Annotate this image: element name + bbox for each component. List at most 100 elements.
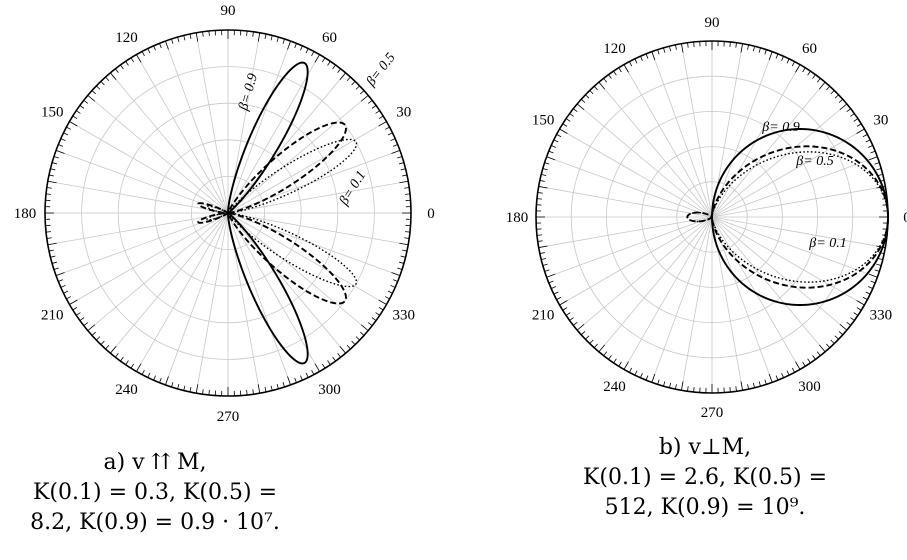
angle-tick-mark — [576, 103, 585, 110]
angle-tick-mark — [147, 48, 151, 54]
series-beta-05-curve — [197, 121, 347, 305]
angle-tick-mark — [371, 105, 377, 109]
angle-tick-mark — [141, 51, 145, 57]
angle-tick-mark — [384, 126, 390, 130]
angle-tick-mark — [735, 42, 737, 48]
angle-tick-label: 240 — [603, 379, 626, 395]
grid-spoke — [623, 64, 713, 218]
angle-tick-mark — [623, 361, 629, 370]
angle-tick-mark — [834, 335, 839, 340]
angle-tick-mark — [562, 307, 568, 311]
angle-tick-mark — [72, 306, 78, 311]
angle-tick-mark — [613, 70, 617, 76]
grid-spoke — [227, 212, 320, 372]
angle-tick-mark — [136, 54, 142, 63]
series-label: β= 0.5 — [363, 50, 398, 90]
grid-spoke — [69, 212, 229, 305]
angle-tick-mark — [834, 94, 839, 99]
grid-spoke — [136, 54, 229, 214]
angle-tick-mark — [115, 353, 119, 358]
grid-spoke — [227, 121, 387, 214]
angle-tick-mark — [752, 46, 755, 52]
angle-tick-mark — [110, 346, 117, 354]
angle-tick-mark — [314, 363, 320, 372]
angle-tick-label: 330 — [870, 308, 893, 324]
angle-tick-mark — [562, 123, 568, 127]
angle-tick-mark — [830, 339, 835, 344]
angle-tick-mark — [337, 68, 341, 73]
angle-tick-mark — [189, 387, 192, 393]
series-beta-05-curve — [686, 145, 889, 289]
grid-spoke — [711, 216, 865, 306]
angle-tick-label: 150 — [41, 105, 64, 121]
angle-tick-mark — [83, 100, 88, 104]
angle-tick-mark — [747, 384, 749, 390]
angle-tick-mark — [183, 385, 186, 391]
angle-tick-mark — [327, 61, 331, 66]
angle-tick-mark — [76, 312, 81, 316]
angle-tick-mark — [556, 296, 562, 300]
angle-tick-mark — [399, 180, 409, 184]
angle-tick-mark — [640, 373, 643, 378]
angle-tick-mark — [246, 389, 248, 396]
angle-tick-mark — [110, 72, 117, 80]
grid-spoke — [47, 212, 229, 246]
grid-spoke — [195, 212, 229, 394]
angle-tick-mark — [862, 134, 868, 138]
angle-tick-mark — [375, 312, 380, 316]
angle-tick-mark — [305, 372, 309, 378]
grid-spoke — [227, 72, 346, 214]
angle-tick-mark — [657, 49, 660, 55]
angle-tick-mark — [136, 363, 142, 372]
angle-tick-label: 60 — [802, 41, 817, 57]
grid-spoke — [711, 216, 878, 278]
angle-tick-mark — [404, 231, 411, 233]
angle-tick-mark — [856, 123, 862, 127]
angle-tick-mark — [735, 386, 737, 392]
angle-tick-mark — [786, 370, 790, 376]
caption-a-line-3: 8.2, K(0.9) = 0.9 · 10⁷. — [30, 510, 280, 535]
grid-spoke — [165, 40, 229, 214]
angle-tick-mark — [153, 45, 156, 51]
angle-tick-mark — [294, 43, 297, 49]
angle-tick-mark — [537, 240, 543, 242]
angle-tick-mark — [351, 340, 356, 345]
angle-tick-label: 180 — [14, 206, 37, 222]
angle-tick-mark — [311, 369, 315, 375]
angle-tick-mark — [781, 373, 784, 378]
angle-tick-mark — [392, 279, 398, 282]
angle-tick-mark — [87, 95, 95, 102]
angle-tick-mark — [58, 144, 64, 147]
angle-tick-mark — [46, 237, 52, 239]
series-beta-09-curve — [227, 61, 309, 365]
angle-tick-mark — [870, 280, 876, 284]
angle-tick-mark — [608, 74, 612, 79]
angle-tick-mark — [758, 47, 761, 53]
angle-tick-mark — [355, 336, 360, 341]
angle-tick-label: 30 — [873, 113, 888, 129]
angle-tick-mark — [246, 30, 248, 37]
angle-tick-mark — [816, 351, 821, 356]
angle-tick-mark — [651, 373, 656, 383]
angle-tick-mark — [257, 32, 261, 42]
angle-tick-mark — [819, 81, 826, 90]
angle-tick-mark — [819, 344, 826, 353]
angle-tick-mark — [276, 36, 279, 43]
series-beta-09-curve — [711, 128, 889, 306]
angle-tick-mark — [850, 317, 855, 321]
angle-tick-mark — [147, 372, 151, 378]
angle-tick-mark — [60, 138, 66, 141]
angle-tick-mark — [764, 379, 767, 385]
angle-tick-mark — [202, 31, 204, 37]
angle-tick-mark — [48, 249, 54, 252]
angle-tick-mark — [807, 358, 811, 364]
angle-tick-label: 330 — [393, 308, 416, 324]
angle-tick-mark — [47, 242, 57, 246]
angle-tick-mark — [165, 376, 169, 386]
angle-tick-mark — [46, 187, 52, 189]
grid-spoke — [546, 216, 713, 278]
angle-tick-mark — [548, 280, 554, 284]
angle-tick-mark — [868, 286, 873, 289]
caption-a: a) v ⇈ M, K(0.1) = 0.3, K(0.5) = 8.2, K(… — [0, 448, 385, 538]
angle-tick-mark — [351, 81, 356, 86]
